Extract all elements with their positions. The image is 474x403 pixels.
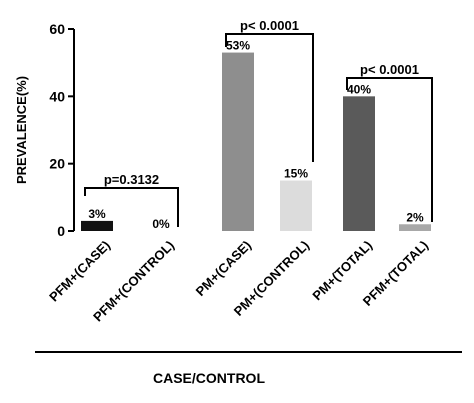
p-value-label: p< 0.0001 bbox=[360, 62, 419, 77]
bar bbox=[399, 224, 431, 231]
x-tick-labels: PFM+(CASE)PFM+(CONTROL) PM+(CASE)PM+(CONT… bbox=[46, 238, 431, 325]
value-label: 3% bbox=[88, 207, 106, 221]
significance-bracket bbox=[346, 77, 433, 222]
significance-brackets: p=0.3132 p< 0.0001 p< 0.0001 bbox=[84, 18, 433, 227]
value-label: 40% bbox=[347, 82, 371, 96]
y-tick-label: 40 bbox=[49, 88, 65, 104]
bar bbox=[343, 96, 375, 231]
bar bbox=[81, 220, 113, 231]
bar bbox=[280, 180, 312, 231]
p-value-label: p=0.3132 bbox=[104, 172, 159, 187]
bars bbox=[81, 52, 431, 231]
value-label: 2% bbox=[406, 210, 424, 224]
value-labels: 3% 0% 53% 15% 40% 2% bbox=[88, 39, 424, 231]
value-label: 15% bbox=[284, 167, 308, 181]
y-axis: 0 20 40 60 bbox=[49, 21, 75, 239]
x-tick-label: PFM+(CASE) bbox=[46, 238, 113, 305]
significance-bracket bbox=[225, 33, 314, 162]
value-label: 53% bbox=[226, 39, 250, 53]
x-tick-label: PM+(CASE) bbox=[193, 238, 254, 299]
significance-bracket bbox=[84, 187, 179, 227]
x-axis-label: CASE/CONTROL bbox=[153, 370, 265, 386]
value-label: 0% bbox=[152, 217, 170, 231]
p-value-label: p< 0.0001 bbox=[240, 18, 299, 33]
y-tick-label: 20 bbox=[49, 156, 65, 172]
y-tick-label: 60 bbox=[49, 21, 65, 37]
y-tick-label: 0 bbox=[57, 223, 65, 239]
y-axis-label: PREVALENCE(%) bbox=[14, 76, 29, 184]
bar bbox=[222, 52, 254, 231]
